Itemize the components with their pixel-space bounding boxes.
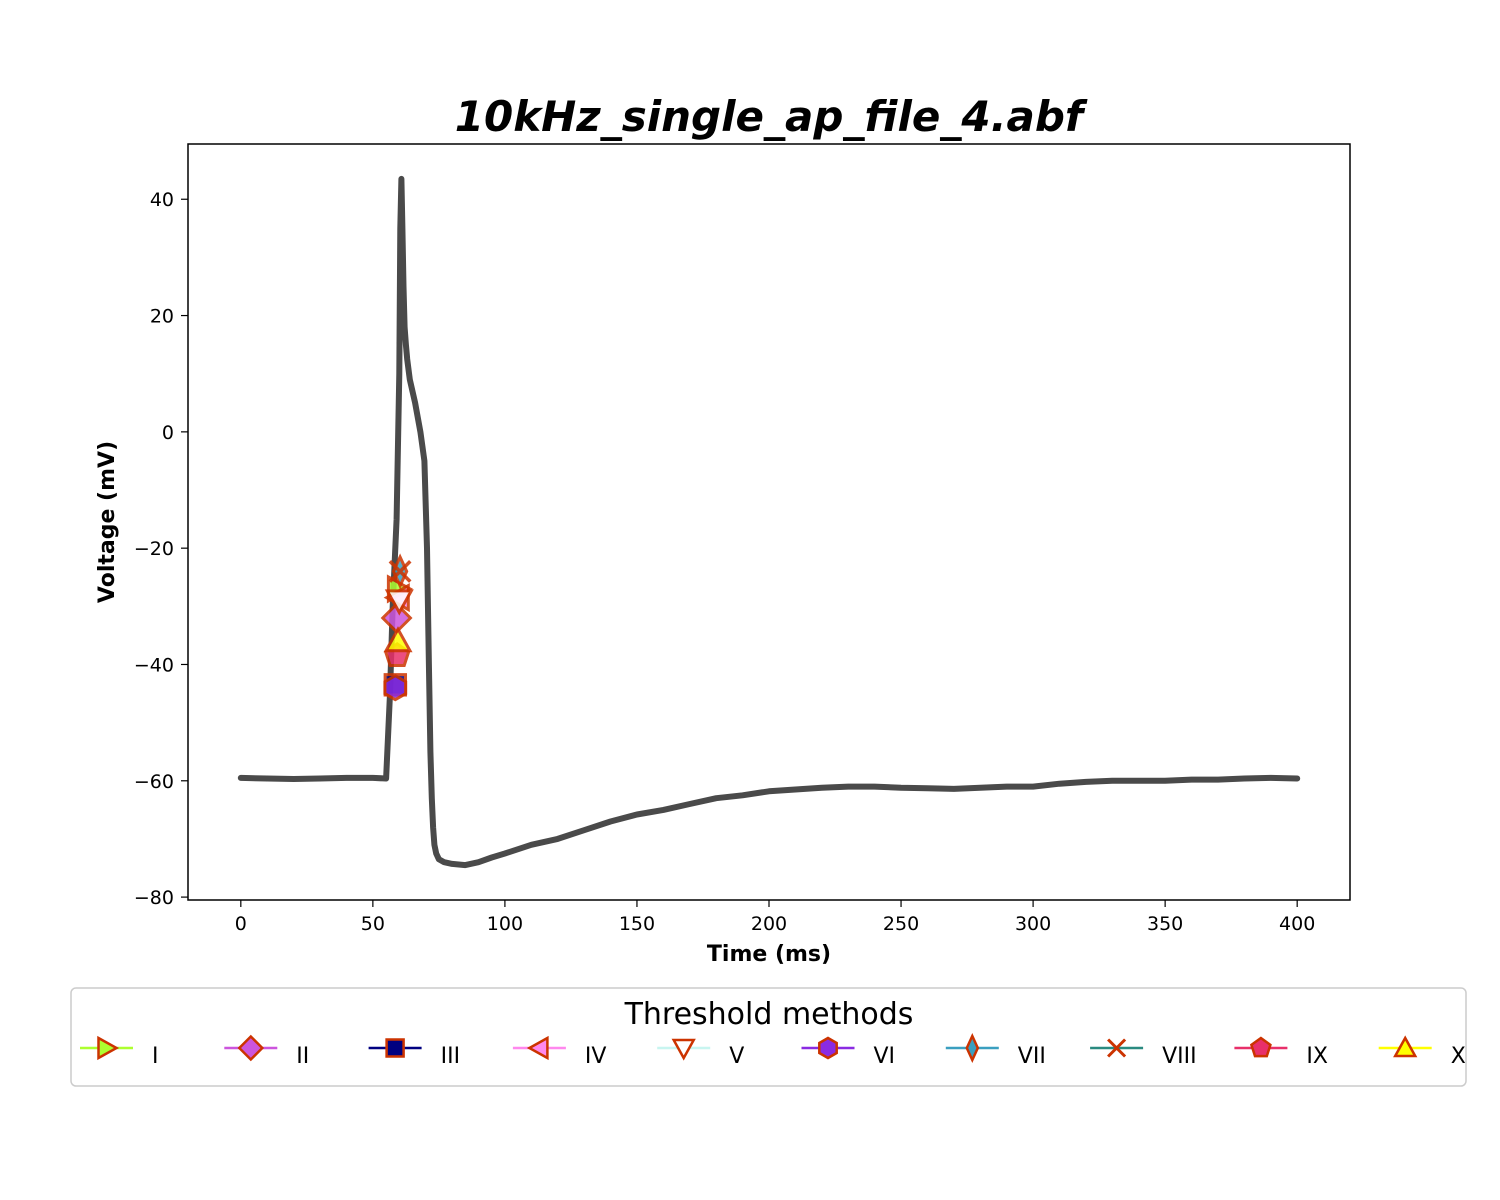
threshold-marker-vi [383,673,408,702]
legend-item-vi: VI [801,1036,896,1069]
y-axis-label: Voltage (mV) [95,441,120,603]
y-tick-label: −80 [134,887,174,909]
legend-label: III [441,1044,460,1069]
legend-marker-icon [671,1038,696,1061]
legend-marker-icon [1393,1035,1418,1058]
threshold-marker-viii [388,559,412,583]
legend-marker-icon [818,1036,838,1060]
chart-title: 10kHz_single_ap_file_4.abf [455,92,1088,141]
y-tick-label: −20 [134,538,174,560]
legend-marker-icon [97,1035,120,1061]
legend-marker-icon [965,1032,980,1064]
x-tick-label: 150 [619,913,655,935]
y-tick-label: −40 [134,654,174,676]
x-tick-label: 50 [361,913,385,935]
legend-label: II [296,1044,309,1069]
y-axis: −80 −60 −40 −20 0 20 40 [134,189,188,909]
threshold-marker-x [383,626,413,653]
legend-label: VII [1018,1044,1046,1069]
legend-label: VIII [1162,1044,1197,1069]
x-tick-label: 250 [883,913,919,935]
threshold-marker-shape [384,589,414,616]
legend: Threshold methods I II III IV V VI VII VIII IX X [70,987,1467,1087]
voltage-trace-line [237,175,1301,869]
plot-area [187,143,1351,901]
legend-label: VI [874,1044,896,1069]
legend-item-v: V [657,1038,744,1069]
x-tick-label: 0 [235,913,247,935]
legend-item-i: I [80,1035,159,1069]
legend-label: I [152,1044,159,1069]
x-axis: 0 50 100 150 200 250 300 350 400 [235,900,1315,935]
plot-frame [187,143,1351,901]
legend-marker-icon [1249,1036,1272,1058]
y-tick-label: 0 [162,422,174,444]
trace-layer [237,175,1301,869]
legend-marker-icon [237,1034,265,1062]
legend-marker-icon [1107,1038,1127,1058]
legend-item-x: X [1378,1035,1466,1069]
x-tick-label: 400 [1279,913,1315,935]
x-tick-label: 300 [1015,913,1051,935]
y-tick-label: −60 [134,771,174,793]
legend-item-iii: III [368,1038,460,1069]
threshold-marker-shape [388,559,412,583]
threshold-marker-v [384,589,414,616]
y-tick-label: 40 [150,189,174,211]
legend-title: Threshold methods [624,997,914,1032]
legend-marker-icon [526,1035,549,1061]
legend-label: V [729,1044,744,1069]
legend-item-iv: IV [512,1035,607,1069]
x-tick-label: 100 [487,913,523,935]
x-tick-label: 200 [751,913,787,935]
y-tick-label: 20 [150,306,174,328]
threshold-markers [380,553,414,702]
legend-label: IX [1306,1044,1328,1069]
legend-frame [70,987,1467,1087]
x-axis-label: Time (ms) [707,942,831,967]
threshold-marker-shape [383,626,413,653]
legend-label: X [1451,1044,1466,1069]
x-tick-label: 350 [1147,913,1183,935]
legend-items: I II III IV V VI VII VIII IX X [80,1032,1466,1069]
legend-item-ii: II [224,1034,309,1069]
legend-item-vii: VII [945,1032,1046,1069]
legend-item-ix: IX [1234,1036,1328,1069]
legend-item-viii: VIII [1090,1038,1197,1069]
legend-label: IV [585,1044,607,1069]
threshold-marker-shape [383,673,408,702]
legend-marker-icon [385,1038,405,1058]
